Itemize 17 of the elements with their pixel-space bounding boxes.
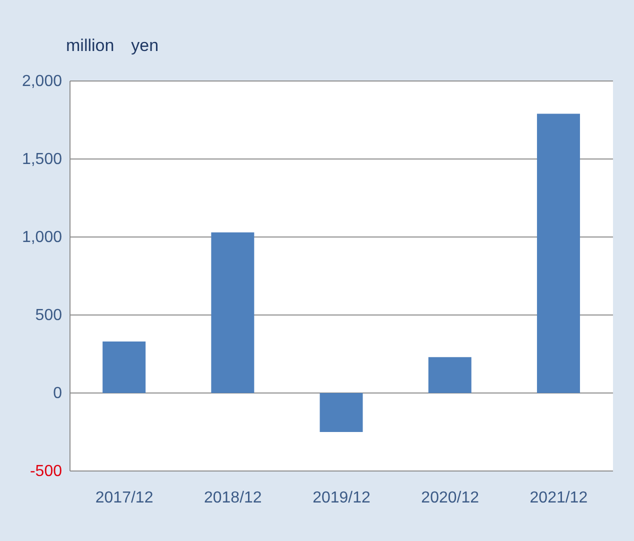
y-tick-label: 1,000 <box>22 229 62 246</box>
bar <box>536 114 580 393</box>
x-tick-label: 2017/12 <box>95 489 154 506</box>
y-axis-title: million yen <box>66 35 159 57</box>
x-tick-label: 2019/12 <box>312 489 371 506</box>
x-tick-label: 2018/12 <box>204 489 262 506</box>
bar <box>428 357 472 393</box>
y-tick-label: -500 <box>30 463 62 480</box>
y-tick-label: 0 <box>53 385 62 402</box>
x-tick-label: 2021/12 <box>530 489 588 506</box>
bar <box>320 393 363 432</box>
y-tick-label: 2,000 <box>22 73 62 90</box>
bar <box>211 232 254 393</box>
bar <box>102 342 146 393</box>
x-tick-label: 2020/12 <box>421 489 480 506</box>
y-tick-label: 1,500 <box>22 151 62 168</box>
y-tick-label: 500 <box>35 307 62 324</box>
